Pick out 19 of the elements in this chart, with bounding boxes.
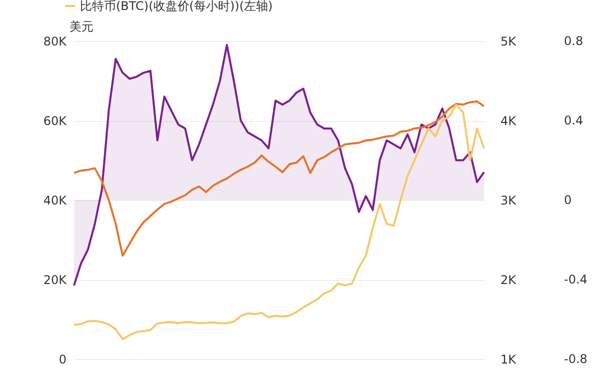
y2-tick-label: 4K <box>500 114 518 128</box>
y3-tick-label: -0.4 <box>564 272 588 286</box>
y-tick-label: 80K <box>43 34 68 48</box>
y3-tick-label: 0.4 <box>564 114 584 128</box>
line-series <box>73 100 485 257</box>
y-tick-label: 0 <box>58 352 66 366</box>
y3-tick-label: -0.8 <box>564 352 588 366</box>
line-series <box>73 104 485 340</box>
y3-tick-label: 0.8 <box>564 34 584 48</box>
y3-tick-label: 0 <box>564 193 572 207</box>
y2-tick-label: 2K <box>500 273 518 287</box>
y2-tick-label: 5K <box>500 34 518 48</box>
y-tick-label: 60K <box>43 114 68 128</box>
y-axis-title: 美元 <box>70 20 94 34</box>
y-tick-label: 40K <box>43 194 68 208</box>
y2-tick-label: 3K <box>500 194 518 208</box>
y-tick-label: 20K <box>43 273 68 287</box>
legend-label: 比特币(BTC)(收盘价(每小时))(左轴) <box>80 0 273 13</box>
y2-tick-label: 1K <box>500 352 518 366</box>
